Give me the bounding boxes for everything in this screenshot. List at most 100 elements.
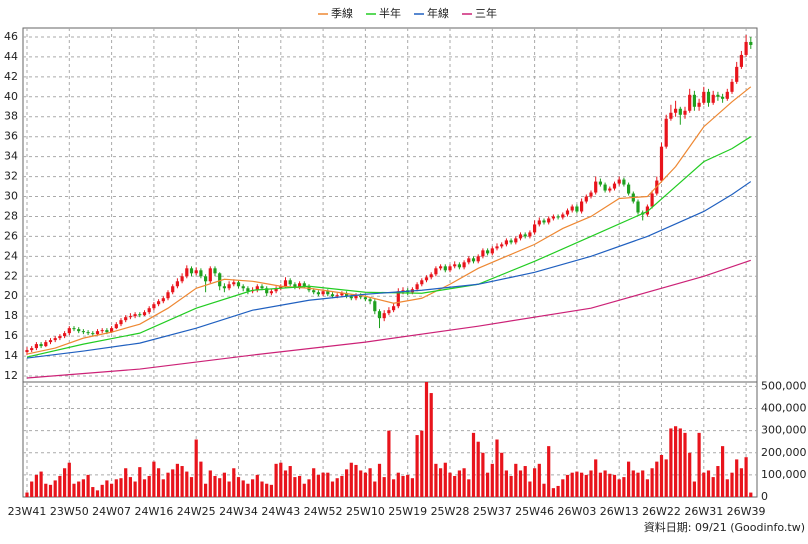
candle-body — [429, 274, 433, 278]
volume-bar — [152, 461, 156, 497]
volume-bar — [533, 468, 537, 497]
volume-bar — [199, 461, 203, 497]
volume-bar — [612, 474, 617, 497]
volume-bar — [504, 470, 508, 497]
y2-tick-label: 300,000 — [761, 424, 807, 437]
volume-bar — [683, 432, 687, 497]
candle-body — [490, 248, 494, 254]
volume-bar — [523, 466, 527, 497]
y-tick-label: 28 — [4, 209, 18, 222]
candle-body — [302, 283, 306, 287]
volume-bar — [598, 472, 602, 497]
volume-bar — [725, 479, 729, 497]
y2-tick-label: 500,000 — [761, 379, 807, 392]
candle-body — [171, 286, 175, 293]
candle-body — [114, 324, 118, 329]
volume-bar — [326, 472, 330, 497]
y-tick-label: 26 — [4, 229, 18, 242]
candle-body — [44, 342, 48, 347]
candle-body — [481, 250, 485, 257]
candle-body — [161, 298, 165, 302]
volume-bar — [688, 452, 692, 497]
candle-body — [617, 179, 621, 184]
candle-body — [91, 333, 95, 335]
volume-bar — [185, 471, 189, 497]
volume-bar — [307, 479, 311, 497]
volume-bar — [260, 481, 264, 497]
volume-bar — [636, 472, 640, 497]
candle-body — [260, 286, 264, 289]
plot-frame — [22, 27, 758, 498]
candle-body — [471, 258, 476, 262]
candle-body — [312, 290, 316, 293]
volume-bar — [39, 471, 43, 497]
volume-bar — [81, 479, 85, 497]
volume-bar — [561, 479, 565, 497]
volume-bar — [124, 468, 128, 497]
volume-bar — [410, 478, 414, 497]
volume-bar — [293, 477, 297, 497]
candle-body — [218, 273, 222, 287]
candle-body — [744, 41, 748, 55]
volume-bar — [246, 483, 250, 497]
candle-body — [110, 328, 114, 333]
x-tick-label: 23W41 — [8, 505, 47, 518]
candle-body — [725, 91, 729, 99]
y-tick-label: 30 — [4, 190, 18, 203]
volume-bar — [627, 461, 631, 497]
candle-body — [30, 348, 34, 351]
volume-bar — [218, 478, 222, 497]
candle-body — [608, 188, 612, 191]
candle-body — [227, 284, 231, 289]
volume-bar — [655, 461, 659, 497]
legend-label: 半年 — [379, 6, 401, 20]
y2-tick-label: 100,000 — [761, 468, 807, 481]
volume-bar — [321, 472, 325, 497]
candle-body — [119, 320, 123, 325]
volume-bar — [373, 481, 377, 497]
volume-bar — [265, 483, 269, 497]
x-tick-label: 26W39 — [727, 505, 766, 518]
volume-bar — [114, 479, 118, 497]
volume-bar — [392, 479, 396, 497]
candle-body — [63, 333, 67, 337]
volume-bar — [584, 474, 588, 497]
volume-bar — [283, 470, 288, 497]
y-tick-label: 44 — [4, 50, 18, 63]
volume-bar — [213, 475, 217, 497]
volume-bar — [631, 470, 635, 497]
candle-body — [528, 232, 532, 237]
candle-body — [457, 264, 461, 268]
candle-body — [133, 314, 137, 317]
candle-body — [246, 288, 250, 292]
volume-bar — [241, 480, 245, 497]
volume-bar — [467, 479, 471, 497]
volume-bar — [86, 474, 90, 497]
candle-body — [622, 179, 626, 185]
candle-body — [345, 293, 349, 297]
candle-body — [95, 331, 100, 335]
candle-body — [453, 264, 457, 267]
volume-bar — [274, 463, 278, 497]
candle-body — [81, 331, 85, 333]
volume-bar — [119, 478, 123, 497]
volume-bar — [645, 479, 649, 497]
volume-bar — [251, 479, 255, 497]
volume-bar — [298, 475, 302, 497]
x-tick-label: 24W16 — [134, 505, 173, 518]
candle-body — [138, 314, 142, 316]
candle-body — [533, 224, 537, 233]
x-tick-label: 26W31 — [684, 505, 723, 518]
x-tick-label: 26W13 — [600, 505, 639, 518]
candle-body — [495, 246, 499, 249]
volume-bar — [495, 439, 499, 497]
candle-body — [556, 216, 560, 218]
candle-body — [561, 214, 565, 218]
candle-body — [77, 329, 81, 332]
volume-bar — [424, 382, 429, 497]
volume-bar — [650, 468, 654, 497]
candle-body — [476, 256, 480, 262]
y2-tick-label: 200,000 — [761, 446, 807, 459]
volume-bar — [30, 481, 34, 497]
volume-bar — [716, 466, 720, 497]
